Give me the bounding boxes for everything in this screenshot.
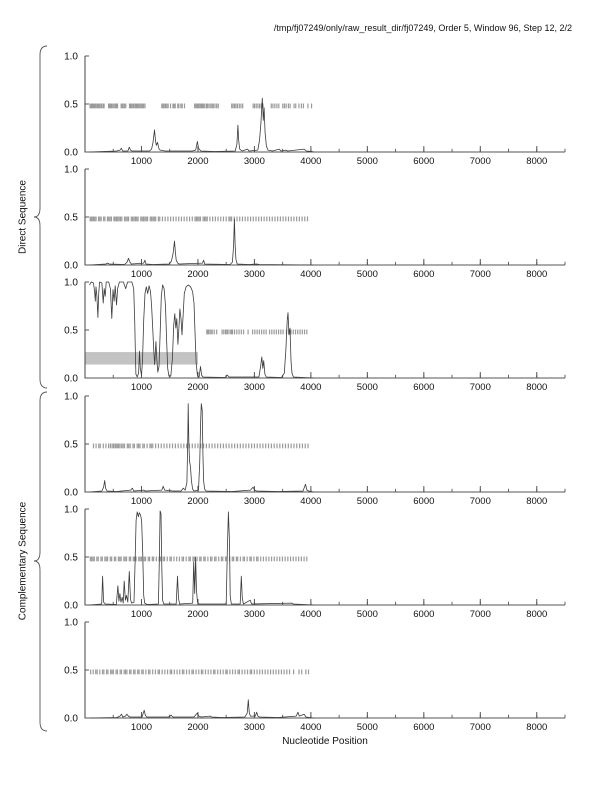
axes [84, 169, 565, 266]
probability-curve [89, 97, 314, 153]
axes [84, 56, 565, 153]
axes [84, 622, 565, 719]
probability-curve [89, 510, 314, 606]
x-tick-label: 3000 [244, 156, 265, 167]
y-tick-label: 1.0 [64, 504, 78, 515]
probability-curve [89, 218, 314, 266]
orf-marks [89, 103, 313, 109]
y-tick-label: 0.0 [64, 148, 78, 159]
x-tick-label: 4000 [300, 722, 321, 733]
y-tick-label: 1.0 [64, 52, 78, 63]
y-tick-label: 0.0 [64, 374, 78, 385]
brace-complementary-sequence [33, 391, 48, 732]
orf-marks [89, 556, 308, 562]
y-tick-label: 0.0 [64, 261, 78, 272]
x-axis-label: Nucleotide Position [282, 736, 368, 747]
x-tick-label: 7000 [470, 496, 491, 507]
x-tick-label: 4000 [300, 382, 321, 393]
y-tick-label: 0.0 [64, 487, 78, 498]
x-tick-label: 8000 [526, 722, 547, 733]
orf-marks [92, 443, 309, 448]
x-tick-label: 3000 [244, 722, 265, 733]
x-tick-label: 1000 [131, 496, 152, 507]
probability-curve [89, 402, 314, 492]
x-tick-label: 8000 [526, 496, 547, 507]
group-label-direct-sequence: Direct Sequence [17, 180, 29, 254]
y-tick-label: 1.0 [64, 391, 78, 402]
panel-direct-frame-3: 1.0 0.5 0.0 1000 2000 3000 4000 5000 6000 7000 800… [64, 278, 566, 393]
x-tick-label: 8000 [526, 269, 547, 280]
y-tick-label: 0.5 [64, 326, 78, 337]
x-tick-label: 1000 [131, 722, 152, 733]
y-tick-label: 0.5 [64, 100, 78, 111]
x-tick-label: 6000 [413, 496, 434, 507]
axes [84, 282, 565, 379]
x-tick-label: 4000 [300, 609, 321, 620]
y-tick-label: 0.0 [64, 600, 78, 611]
x-tick-label: 6000 [413, 382, 434, 393]
probability-curve [89, 699, 314, 719]
x-tick-label: 2000 [187, 382, 208, 393]
axes [84, 395, 565, 493]
panel-complementary-frame-3: 1.0 0.5 0.0 1000 2000 3000 4000 5000 6000 7000 800… [64, 618, 566, 733]
x-tick-label: 1000 [131, 269, 152, 280]
x-tick-label: 4000 [300, 156, 321, 167]
axes [84, 508, 565, 606]
x-tick-label: 6000 [413, 269, 434, 280]
panel-direct-frame-1: 1.0 0.5 0.0 1000 2000 3000 4000 5000 6000 7000 800… [64, 52, 566, 167]
x-tick-label: 7000 [470, 156, 491, 167]
x-tick-label: 6000 [413, 609, 434, 620]
y-tick-label: 1.0 [64, 278, 78, 289]
shaded-region [85, 352, 198, 365]
x-tick-label: 7000 [470, 722, 491, 733]
orf-marks [89, 216, 309, 222]
x-tick-label: 7000 [470, 382, 491, 393]
x-tick-label: 2000 [187, 609, 208, 620]
x-tick-label: 8000 [526, 382, 547, 393]
plot-title: /tmp/fj07249/only/raw_result_dir/fj07249… [273, 23, 572, 33]
x-tick-label: 3000 [244, 269, 265, 280]
x-tick-label: 5000 [357, 722, 378, 733]
group-label-complementary-sequence: Complementary Sequence [17, 501, 29, 621]
x-tick-label: 3000 [244, 382, 265, 393]
x-tick-label: 2000 [187, 496, 208, 507]
orf-marks [90, 669, 310, 675]
x-tick-label: 1000 [131, 156, 152, 167]
y-tick-label: 0.5 [64, 213, 78, 224]
x-tick-label: 6000 [413, 156, 434, 167]
y-tick-label: 0.5 [64, 439, 78, 450]
y-tick-label: 1.0 [64, 618, 78, 629]
x-tick-label: 1000 [131, 382, 152, 393]
x-tick-label: 2000 [187, 269, 208, 280]
panel-complementary-frame-2: 1.0 0.5 0.0 1000 2000 3000 4000 5000 6000 7000 800… [64, 504, 566, 620]
panel-complementary-frame-1: 1.0 0.5 0.0 1000 2000 3000 4000 5000 6000 7000 800… [64, 391, 566, 507]
x-tick-label: 5000 [357, 269, 378, 280]
y-tick-label: 0.5 [64, 552, 78, 563]
x-tick-label: 2000 [187, 156, 208, 167]
x-tick-label: 8000 [526, 156, 547, 167]
x-tick-label: 4000 [300, 269, 321, 280]
x-tick-label: 8000 [526, 609, 547, 620]
x-tick-label: 5000 [357, 496, 378, 507]
brace-direct-sequence [33, 45, 48, 389]
x-tick-label: 2000 [187, 722, 208, 733]
x-tick-label: 5000 [357, 382, 378, 393]
x-tick-label: 7000 [470, 269, 491, 280]
y-tick-label: 0.0 [64, 714, 78, 725]
x-tick-label: 5000 [357, 156, 378, 167]
y-tick-label: 1.0 [64, 165, 78, 176]
y-tick-label: 0.5 [64, 666, 78, 677]
x-tick-label: 6000 [413, 722, 434, 733]
panel-direct-frame-2: 1.0 0.5 0.0 1000 2000 3000 4000 5000 6000 7000 800… [64, 165, 566, 280]
x-tick-label: 3000 [244, 609, 265, 620]
x-tick-label: 5000 [357, 609, 378, 620]
x-tick-label: 7000 [470, 609, 491, 620]
x-tick-label: 4000 [300, 496, 321, 507]
x-tick-label: 3000 [244, 496, 265, 507]
x-tick-label: 1000 [131, 609, 152, 620]
probability-curve [89, 281, 314, 379]
orf-marks [206, 329, 308, 335]
